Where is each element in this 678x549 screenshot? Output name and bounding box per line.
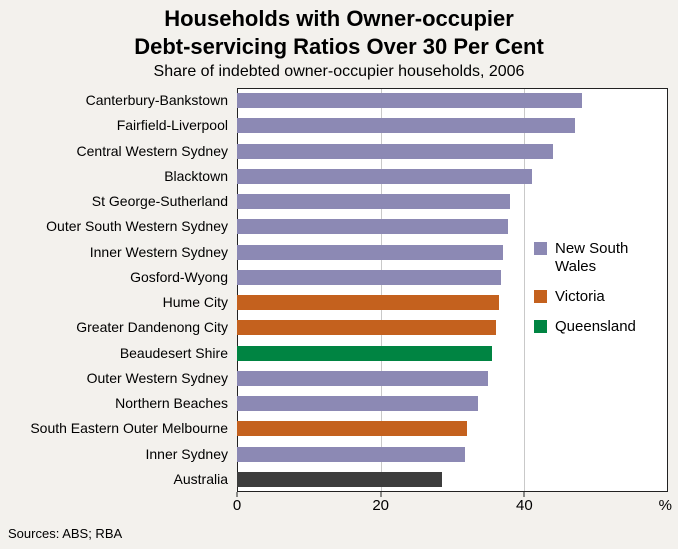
category-label: Inner Sydney [145,445,229,462]
bar-nsw [237,93,582,108]
bar-track [237,467,668,492]
bar-nsw [237,446,466,462]
chart-body: Canterbury-Bankstown Fairfield-Liverpool C… [0,88,678,492]
bar-row: South Eastern Outer Melbourne [0,416,678,441]
bar-row: Outer South Western Sydney [0,214,678,239]
bar-track [237,442,668,467]
x-axis: % 0 20 40 [233,492,672,516]
bar-nsw [237,168,532,184]
bar-rows: Canterbury-Bankstown Fairfield-Liverpool C… [0,88,678,492]
bar-nsw [237,118,575,134]
x-tick-mark [523,492,525,497]
category-label: Outer Western Sydney [86,369,228,386]
category-label: Australia [173,470,228,487]
gridline [380,89,382,491]
bar-row: Outer Western Sydney [0,366,678,391]
bar-row: Inner Western Sydney [0,240,678,265]
bar-row: Beaudesert Shire [0,341,678,366]
bar-row: Canterbury-Bankstown [0,88,678,113]
category-label: Beaudesert Shire [119,344,228,361]
category-label: Inner Western Sydney [89,243,228,260]
bar-vic [237,421,467,437]
chart-title-line2: Debt-servicing Ratios Over 30 Per Cent [134,34,544,59]
chart-title-line1: Households with Owner-occupier [164,6,514,31]
legend: New South Wales Victoria Queensland [534,240,662,348]
bar-australia [237,471,442,487]
category-label: Greater Dandenong City [76,319,228,336]
bar-row: Gosford-Wyong [0,265,678,290]
legend-label: New South Wales [555,240,629,275]
bar-track [237,189,668,214]
bar-track [237,416,668,441]
bar-row: St George-Sutherland [0,189,678,214]
bar-track [237,341,668,366]
x-tick-mark [236,492,238,497]
category-label: Northern Beaches [115,395,228,411]
bar-row: Fairfield-Liverpool [0,113,678,138]
bar-row: Central Western Sydney [0,139,678,164]
x-tick-label: 40 [515,497,533,514]
bar-vic [237,295,500,310]
bar-nsw [237,370,489,386]
bar-track [237,265,668,290]
bar-nsw [237,396,478,411]
category-label: Gosford-Wyong [130,268,228,285]
legend-swatch-nsw [534,242,547,255]
category-label: Blacktown [164,167,228,184]
bar-nsw [237,143,554,159]
bar-row: Blacktown [0,164,678,189]
legend-label: Victoria [555,288,605,305]
category-label: South Eastern Outer Melbourne [30,420,228,437]
bar-track [237,214,668,239]
chart-subtitle: Share of indebted owner-occupier househo… [153,63,525,80]
category-label: Hume City [162,294,228,310]
bar-row: Inner Sydney [0,442,678,467]
bar-track [237,315,668,340]
bar-row: Northern Beaches [0,391,678,416]
legend-swatch-qld [534,320,547,333]
bar-track [237,164,668,189]
bar-track [237,139,668,164]
x-tick-label: 0 [232,497,242,514]
bar-qld [237,345,492,361]
legend-item: New South Wales [534,240,662,276]
x-axis-unit-label: % [658,497,672,514]
bar-nsw [237,194,510,209]
category-label: Outer South Western Sydney [46,218,228,235]
bar-vic [237,320,496,336]
bar-track [237,366,668,391]
bar-track [237,240,668,265]
gridline [523,89,525,491]
legend-label: Queensland [555,318,636,335]
bar-nsw [237,244,503,260]
bar-nsw [237,219,508,235]
bar-row: Greater Dandenong City [0,315,678,340]
legend-item: Victoria [534,288,662,306]
category-label: Fairfield-Liverpool [116,117,228,134]
bar-track [237,391,668,416]
legend-swatch-vic [534,290,547,303]
category-label: St George-Sutherland [91,193,228,209]
bar-nsw [237,269,502,285]
bar-row: Australia [0,467,678,492]
category-label: Canterbury-Bankstown [85,92,228,108]
x-tick-label: 20 [372,497,389,514]
legend-item: Queensland [534,318,662,336]
bar-row: Hume City [0,290,678,315]
bar-track [237,113,668,138]
sources-note: Sources: ABS; RBA [8,526,123,541]
bar-track [237,290,668,315]
x-tick-mark [380,492,382,497]
bar-track [237,88,668,113]
category-label: Central Western Sydney [76,142,228,159]
